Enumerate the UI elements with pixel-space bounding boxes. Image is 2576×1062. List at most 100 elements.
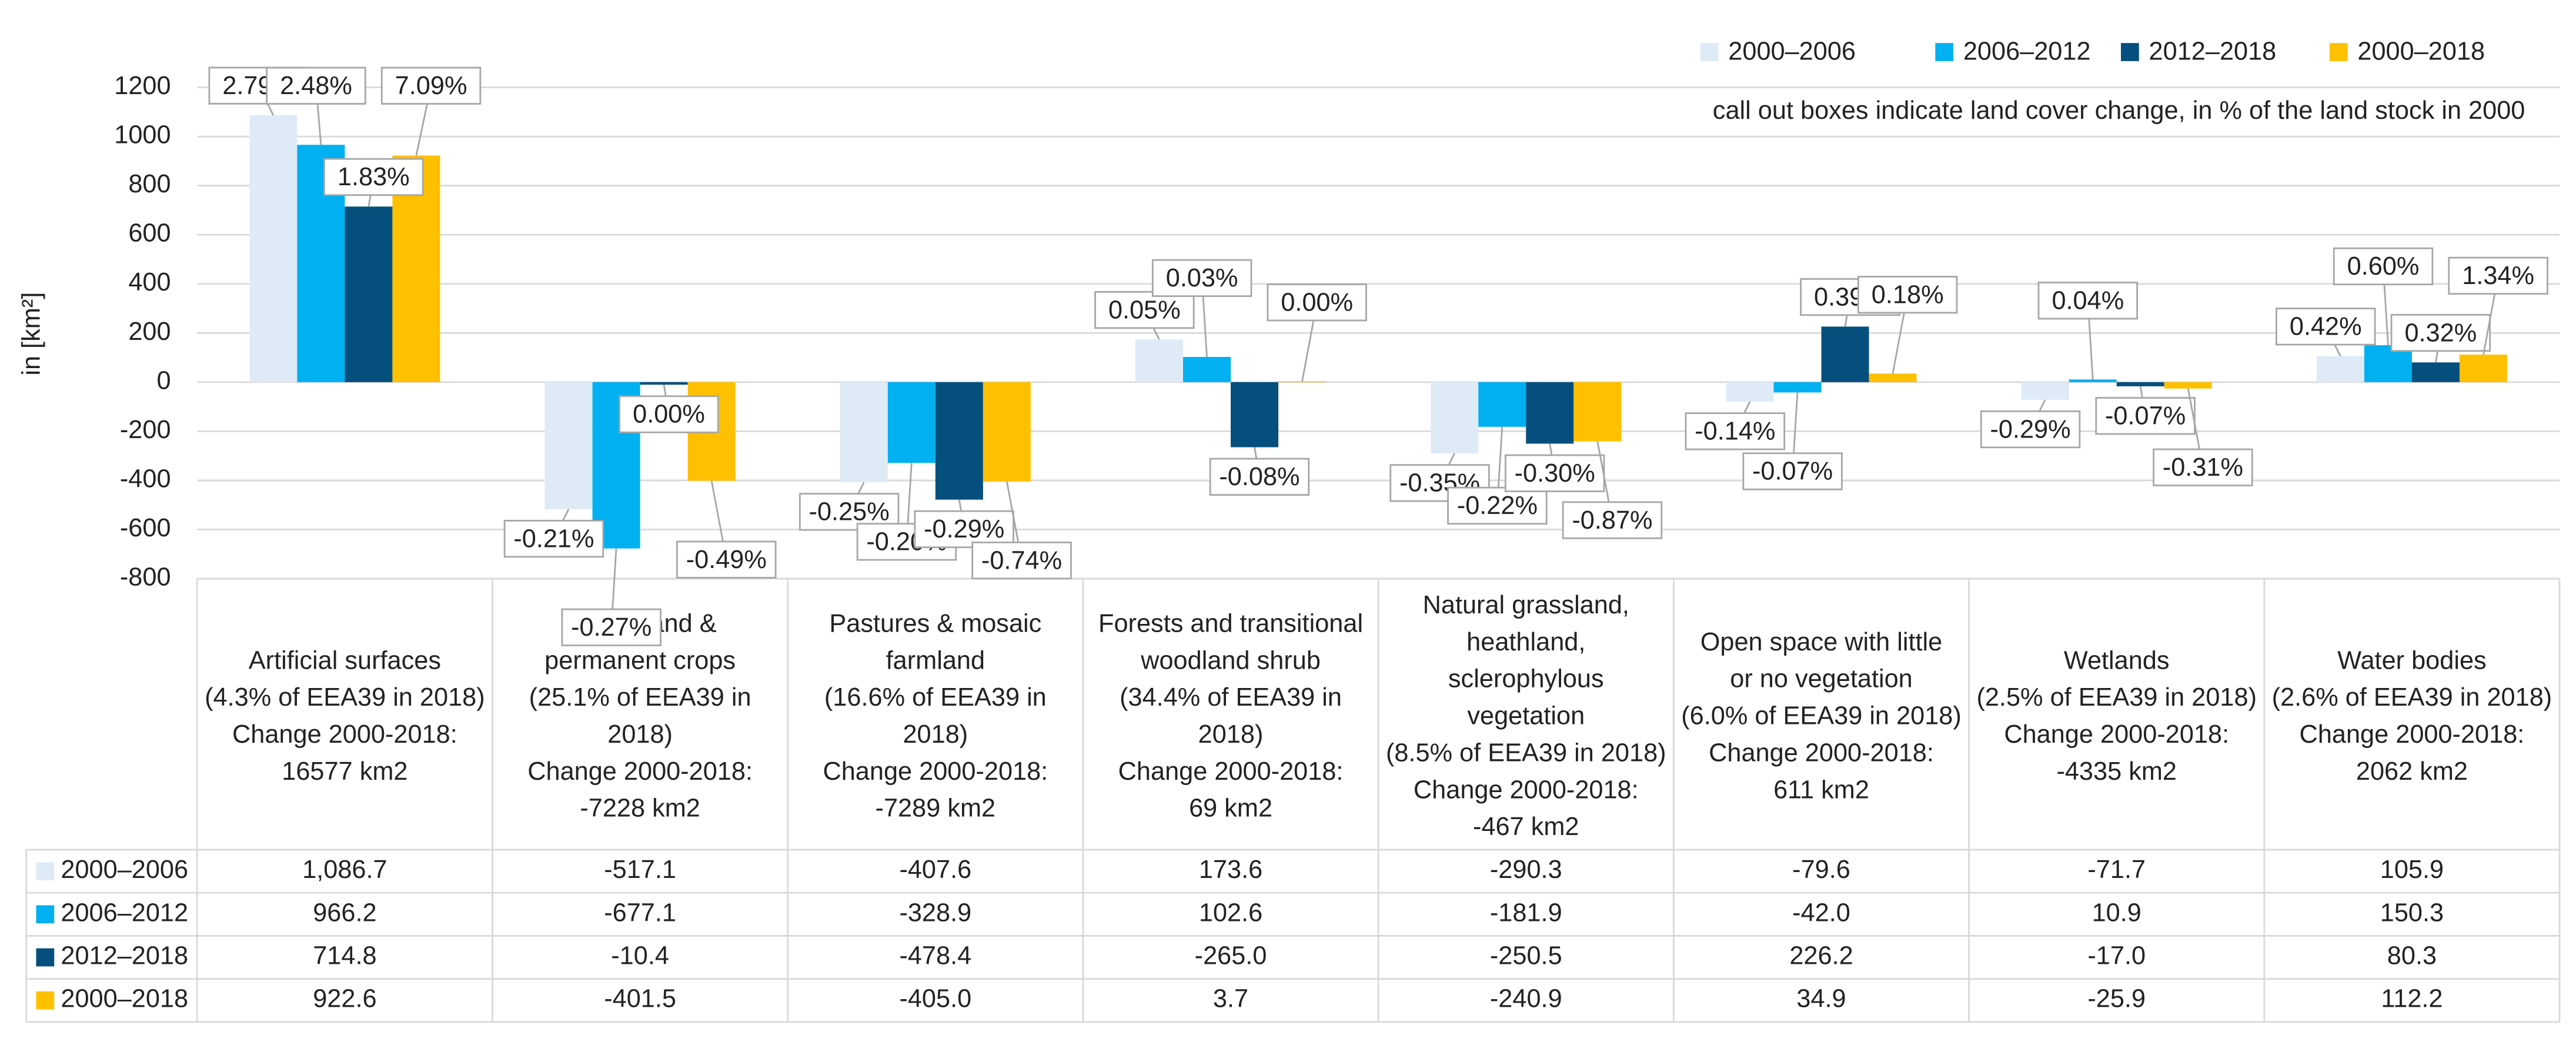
row-label: 2000–2006: [61, 856, 188, 884]
callout-label: 0.00%: [633, 400, 705, 429]
callout-box: [2095, 397, 2196, 435]
callout-box: [266, 66, 366, 105]
row-swatch: [36, 948, 55, 967]
category-label: 2018): [607, 720, 673, 749]
bar: [1183, 357, 1231, 382]
legend-swatch: [1700, 43, 1719, 61]
category-label: 2018): [903, 720, 968, 749]
legend-label: 2012–2018: [2149, 37, 2277, 65]
callout-label: 0.42%: [2290, 313, 2362, 341]
category-label: woodland shrub: [1140, 646, 1321, 674]
bar: [2021, 382, 2069, 400]
category-label: vegetation: [1467, 702, 1585, 730]
category-label: Wetlands: [2064, 646, 2170, 674]
category-label: permanent crops: [544, 646, 736, 674]
category-label: Change 2000-2018:: [2004, 720, 2229, 749]
bar: [640, 382, 688, 385]
legend-label: 2000–2018: [2357, 37, 2485, 65]
callout-box: [2153, 448, 2253, 486]
category-label: -467 km2: [1473, 813, 1579, 841]
callout-label: -0.31%: [2163, 453, 2243, 482]
callout-box: [1209, 457, 1310, 496]
callout-label: 0.60%: [2347, 252, 2420, 280]
category-label: Forests and transitional: [1098, 609, 1363, 637]
bar: [887, 382, 935, 463]
callout-label: 1.83%: [338, 163, 410, 191]
callout-label: 0.00%: [1281, 288, 1353, 316]
y-tick-label: 0: [156, 366, 171, 395]
callout-box: [1267, 283, 1367, 322]
callout-box: [323, 158, 424, 196]
table-value: -42.0: [1792, 899, 1850, 927]
callout-label: 0.32%: [2404, 319, 2477, 347]
category-label: Change 2000-2018:: [1414, 776, 1639, 804]
category-label: Artificial surfaces: [249, 646, 441, 674]
bar: [2164, 382, 2212, 389]
row-label: 2006–2012: [61, 899, 188, 927]
callout-box: [1857, 276, 1958, 314]
row-swatch: [36, 862, 55, 881]
table-value: 102.6: [1199, 899, 1262, 927]
category-label: 2062 km2: [2356, 757, 2468, 786]
row-swatch: [36, 905, 55, 924]
callout-box: [561, 608, 661, 646]
callout-label: -0.49%: [686, 546, 767, 574]
category-label: farmland: [886, 646, 985, 674]
y-tick-label: 800: [128, 170, 171, 198]
bar: [840, 382, 888, 483]
callout-box: [1742, 452, 1843, 490]
callout-box: [380, 66, 482, 105]
table-value: -478.4: [899, 941, 971, 970]
category-label: sclerophylous: [1448, 665, 1604, 693]
category-label: (6.0% of EEA39 in 2018): [1681, 702, 1962, 730]
callout-label: -0.87%: [1572, 506, 1652, 535]
callout-label: 0.18%: [1872, 280, 1944, 309]
callout-box: [2390, 313, 2491, 352]
table-value: -79.6: [1792, 856, 1850, 884]
y-tick-label: 1200: [114, 72, 171, 100]
callout-label: -0.22%: [1457, 492, 1538, 520]
callout-box: [619, 395, 719, 433]
callout-label: -0.07%: [2105, 402, 2186, 430]
legend-swatch: [2121, 43, 2139, 61]
callout-label: -0.29%: [1990, 415, 2070, 443]
table-value: -517.1: [604, 856, 676, 884]
y-tick-label: 600: [128, 219, 171, 248]
callout-label: 7.09%: [395, 72, 467, 100]
bar: [1135, 339, 1184, 382]
category-label: -7228 km2: [580, 794, 700, 823]
legend-swatch: [2329, 43, 2348, 61]
category-label: -4335 km2: [2056, 757, 2177, 786]
table-value: -401.5: [604, 985, 676, 1013]
callout-box: [2448, 256, 2548, 295]
callout-box: [1094, 290, 1195, 329]
callout-box: [1447, 486, 1548, 525]
bar: [1478, 382, 1526, 427]
y-tick-label: 400: [128, 268, 171, 296]
category-label: Pastures & mosaic: [829, 609, 1041, 637]
callout-label: -0.25%: [809, 498, 890, 526]
callout-label: 0.03%: [1166, 264, 1238, 292]
table-value: -17.0: [2087, 941, 2146, 970]
category-label: (8.5% of EEA39 in 2018): [1386, 739, 1666, 767]
callout-label: 0.05%: [1108, 296, 1181, 324]
table-value: 34.9: [1796, 985, 1846, 1013]
table-value: 226.2: [1789, 941, 1853, 970]
table-value: -25.9: [2087, 985, 2146, 1013]
table-value: -10.4: [611, 941, 669, 970]
category-label: (4.3% of EEA39 in 2018): [205, 683, 485, 712]
bar: [935, 382, 983, 500]
callout-label: -0.27%: [571, 613, 651, 642]
category-label: Change 2000-2018:: [232, 720, 457, 749]
category-label: 69 km2: [1189, 794, 1272, 823]
callout-label: -0.14%: [1695, 418, 1775, 446]
callout-box: [1562, 501, 1663, 539]
callout-box: [914, 510, 1014, 549]
bar: [1278, 381, 1327, 382]
callout-box: [2276, 308, 2376, 346]
category-label: Water bodies: [2337, 646, 2486, 674]
callout-box: [676, 540, 777, 579]
bar: [1573, 382, 1622, 442]
category-label: (2.6% of EEA39 in 2018): [2272, 683, 2552, 712]
table-value: 10.9: [2092, 899, 2141, 927]
